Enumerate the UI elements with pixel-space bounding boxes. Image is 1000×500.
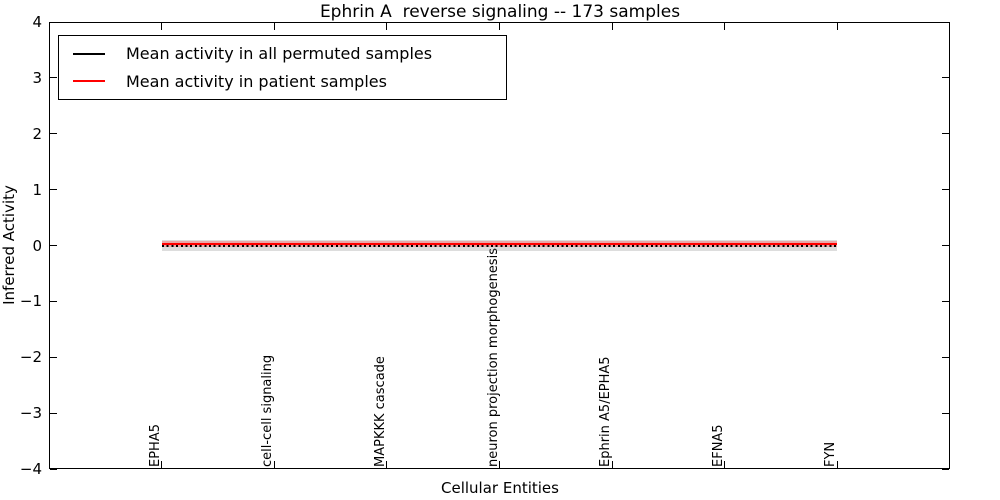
x-tick-mark [161, 23, 163, 30]
y-tick-mark [942, 189, 949, 191]
x-category-label: cell-cell signaling [260, 354, 276, 467]
y-tick-label: 4 [32, 13, 42, 31]
x-tick-mark [836, 23, 838, 30]
y-tick-label: −2 [19, 348, 42, 367]
y-tick-mark [50, 356, 57, 358]
x-tick-mark [611, 461, 613, 468]
y-tick-label: −3 [19, 404, 42, 423]
legend-label: Mean activity in patient samples [126, 71, 387, 91]
x-category-label: MAPKKK cascade [372, 356, 388, 467]
y-tick-mark [50, 21, 57, 23]
y-tick-label: 1 [32, 180, 42, 199]
series-line [161, 243, 838, 246]
legend: Mean activity in all permuted samples Mea… [58, 35, 507, 100]
x-tick-mark [724, 461, 726, 468]
x-tick-mark [386, 461, 388, 468]
x-axis-label: Cellular Entities [441, 479, 559, 497]
y-tick-mark [942, 133, 949, 135]
legend-line-sample [73, 80, 105, 83]
y-tick-mark [942, 468, 949, 470]
x-tick-mark [161, 461, 163, 468]
y-tick-mark [942, 77, 949, 79]
x-tick-mark [273, 461, 275, 468]
y-tick-label: −4 [19, 460, 42, 478]
y-tick-mark [50, 412, 57, 414]
y-axis-label: Inferred Activity [0, 185, 18, 305]
y-tick-mark [942, 245, 949, 246]
y-tick-label: 3 [32, 68, 42, 87]
y-tick-mark [50, 189, 57, 191]
x-tick-mark [499, 461, 500, 468]
y-tick-mark [942, 300, 949, 302]
chart-title: Ephrin A reverse signaling -- 173 sample… [319, 2, 681, 22]
series-line [161, 244, 838, 247]
y-tick-mark [50, 468, 57, 470]
x-tick-mark [836, 461, 838, 468]
legend-item: Mean activity in all permuted samples [59, 44, 506, 63]
y-tick-mark [50, 300, 57, 302]
x-tick-mark [273, 23, 275, 30]
x-tick-mark [386, 23, 388, 30]
y-tick-label: −1 [19, 292, 42, 311]
x-category-label: EFNA5 [710, 424, 726, 467]
x-tick-mark [724, 23, 726, 30]
legend-label: Mean activity in all permuted samples [126, 44, 433, 64]
x-category-label: Ephrin A5/EPHA5 [598, 356, 614, 467]
x-tick-mark [611, 23, 613, 30]
y-tick-mark [50, 77, 57, 79]
x-category-label: FYN [823, 441, 839, 467]
legend-item: Mean activity in patient samples [59, 72, 506, 91]
x-category-label: EPHA5 [147, 424, 163, 467]
y-tick-mark [942, 412, 949, 414]
x-category-label: neuron projection morphogenesis [485, 248, 501, 467]
y-tick-mark [50, 133, 57, 135]
legend-line-sample [73, 52, 105, 55]
y-tick-mark [50, 245, 57, 246]
y-tick-label: 0 [32, 236, 42, 255]
x-tick-mark [499, 23, 500, 30]
y-tick-label: 2 [32, 124, 42, 143]
y-tick-mark [942, 21, 949, 23]
y-tick-mark [942, 356, 949, 358]
